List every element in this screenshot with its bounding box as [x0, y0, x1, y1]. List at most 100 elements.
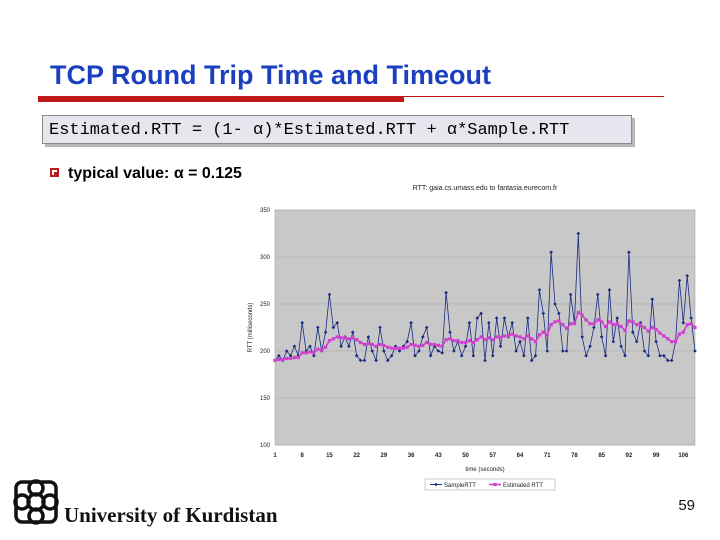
y-tick-label: 350	[260, 208, 271, 214]
estimated-rtt-point	[596, 318, 600, 322]
sample-rtt-point	[619, 344, 623, 349]
estimated-rtt-point	[397, 346, 402, 350]
estimated-rtt-point	[281, 357, 285, 362]
x-tick-label: 78	[571, 453, 578, 459]
sample-rtt-point	[514, 349, 518, 353]
estimated-rtt-point	[320, 348, 324, 352]
sample-rtt-point	[560, 349, 565, 353]
estimated-rtt-point	[456, 339, 460, 343]
sample-rtt-point	[588, 344, 592, 349]
x-tick-label: 22	[353, 453, 360, 459]
sample-rtt-point	[603, 353, 608, 358]
x-tick-label: 8	[301, 453, 305, 459]
sample-rtt-point	[568, 292, 573, 297]
plot-area	[274, 209, 696, 446]
sample-rtt-point	[370, 349, 375, 353]
estimated-rtt-point	[650, 325, 654, 330]
x-tick-label: 71	[544, 453, 551, 459]
estimated-rtt-point	[304, 351, 308, 355]
estimated-rtt-point	[627, 319, 631, 323]
legend-marker-estimated-rtt	[493, 482, 497, 487]
estimated-rtt-point	[483, 338, 487, 342]
estimated-rtt-point	[514, 334, 518, 338]
estimated-rtt-point	[374, 344, 378, 348]
legend-label-sample-rtt: SampleRTT	[444, 483, 476, 489]
estimated-rtt-point	[479, 335, 483, 339]
sample-rtt-point	[658, 353, 662, 358]
estimated-rtt-point	[421, 343, 425, 347]
estimated-rtt-point	[549, 323, 553, 327]
estimated-rtt-point	[658, 331, 662, 335]
estimated-rtt-point	[654, 327, 658, 331]
sample-rtt-point	[681, 321, 686, 325]
estimated-rtt-point	[557, 319, 561, 323]
estimated-rtt-point	[323, 345, 328, 349]
sample-rtt-point	[296, 353, 301, 358]
estimated-rtt-point	[592, 322, 596, 326]
estimated-rtt-point	[666, 337, 670, 341]
x-tick-label: 106	[678, 453, 689, 459]
estimated-rtt-point	[288, 356, 293, 361]
estimated-rtt-point	[522, 337, 526, 341]
sample-rtt-point	[401, 344, 406, 349]
bullet-text: typical value: α = 0.125	[68, 165, 242, 182]
chart-title: RTT: gaia.cs.umass.edu to fantasia.eurec…	[413, 185, 558, 192]
estimated-rtt-point	[440, 344, 444, 348]
x-axis-label: time (seconds)	[465, 467, 504, 473]
sample-rtt-point	[677, 278, 682, 283]
sample-rtt-point	[642, 349, 647, 353]
sample-rtt-point	[537, 288, 542, 292]
sample-rtt-point	[490, 353, 495, 358]
estimated-rtt-point	[491, 338, 495, 342]
sample-rtt-point	[475, 316, 480, 320]
estimated-rtt-point	[300, 351, 304, 355]
estimated-rtt-point	[382, 343, 386, 347]
sample-rtt-point	[323, 330, 328, 334]
x-tick-label: 15	[326, 453, 333, 459]
estimated-rtt-point	[642, 325, 647, 330]
sample-rtt-point	[382, 349, 386, 353]
estimated-rtt-point	[475, 338, 479, 342]
sample-rtt-point	[650, 297, 655, 302]
legend-label-estimated-rtt: Estimated RTT	[503, 483, 543, 489]
x-tick-label: 36	[408, 453, 415, 459]
estimated-rtt-point	[646, 329, 650, 333]
sample-rtt-point	[436, 349, 441, 353]
estimated-rtt-point	[366, 341, 370, 346]
sample-rtt-point	[630, 330, 635, 334]
estimated-rtt-point	[506, 334, 510, 338]
x-tick-label: 50	[462, 453, 469, 459]
estimated-rtt-point	[308, 350, 312, 354]
rtt-chart: RTT: gaia.cs.umass.edu to fantasia.eurec…	[240, 180, 700, 492]
x-tick-label: 1	[273, 453, 277, 459]
estimated-rtt-point	[355, 338, 359, 342]
estimated-rtt-point	[607, 320, 612, 324]
estimated-rtt-point	[343, 336, 347, 340]
sample-rtt-point	[428, 353, 433, 358]
x-tick-label: 43	[435, 453, 442, 459]
estimated-rtt-point	[285, 356, 289, 361]
estimated-rtt-point	[631, 320, 635, 324]
y-tick-label: 100	[260, 443, 271, 449]
sample-rtt-point	[292, 344, 297, 349]
estimated-rtt-point	[292, 355, 297, 360]
estimated-rtt-point	[436, 343, 440, 347]
x-tick-label: 92	[626, 453, 633, 459]
sample-rtt-point	[689, 316, 693, 320]
estimated-rtt-point	[362, 342, 367, 347]
sample-rtt-point	[494, 316, 499, 320]
x-tick-label: 64	[517, 453, 524, 459]
sample-rtt-point	[467, 321, 472, 325]
estimated-rtt-point	[316, 347, 320, 351]
estimated-rtt-point	[487, 336, 491, 340]
estimated-rtt-point	[537, 333, 542, 337]
y-tick-label: 250	[260, 302, 271, 308]
sample-rtt-point	[397, 349, 402, 353]
sample-rtt-point	[413, 353, 417, 358]
sample-rtt-point	[374, 358, 378, 363]
sample-rtt-point	[288, 353, 293, 358]
estimated-rtt-point	[576, 310, 580, 315]
bullet-item: typical value: α = 0.125	[50, 165, 242, 183]
estimated-rtt-point	[588, 322, 592, 326]
sample-rtt-point	[335, 321, 340, 325]
